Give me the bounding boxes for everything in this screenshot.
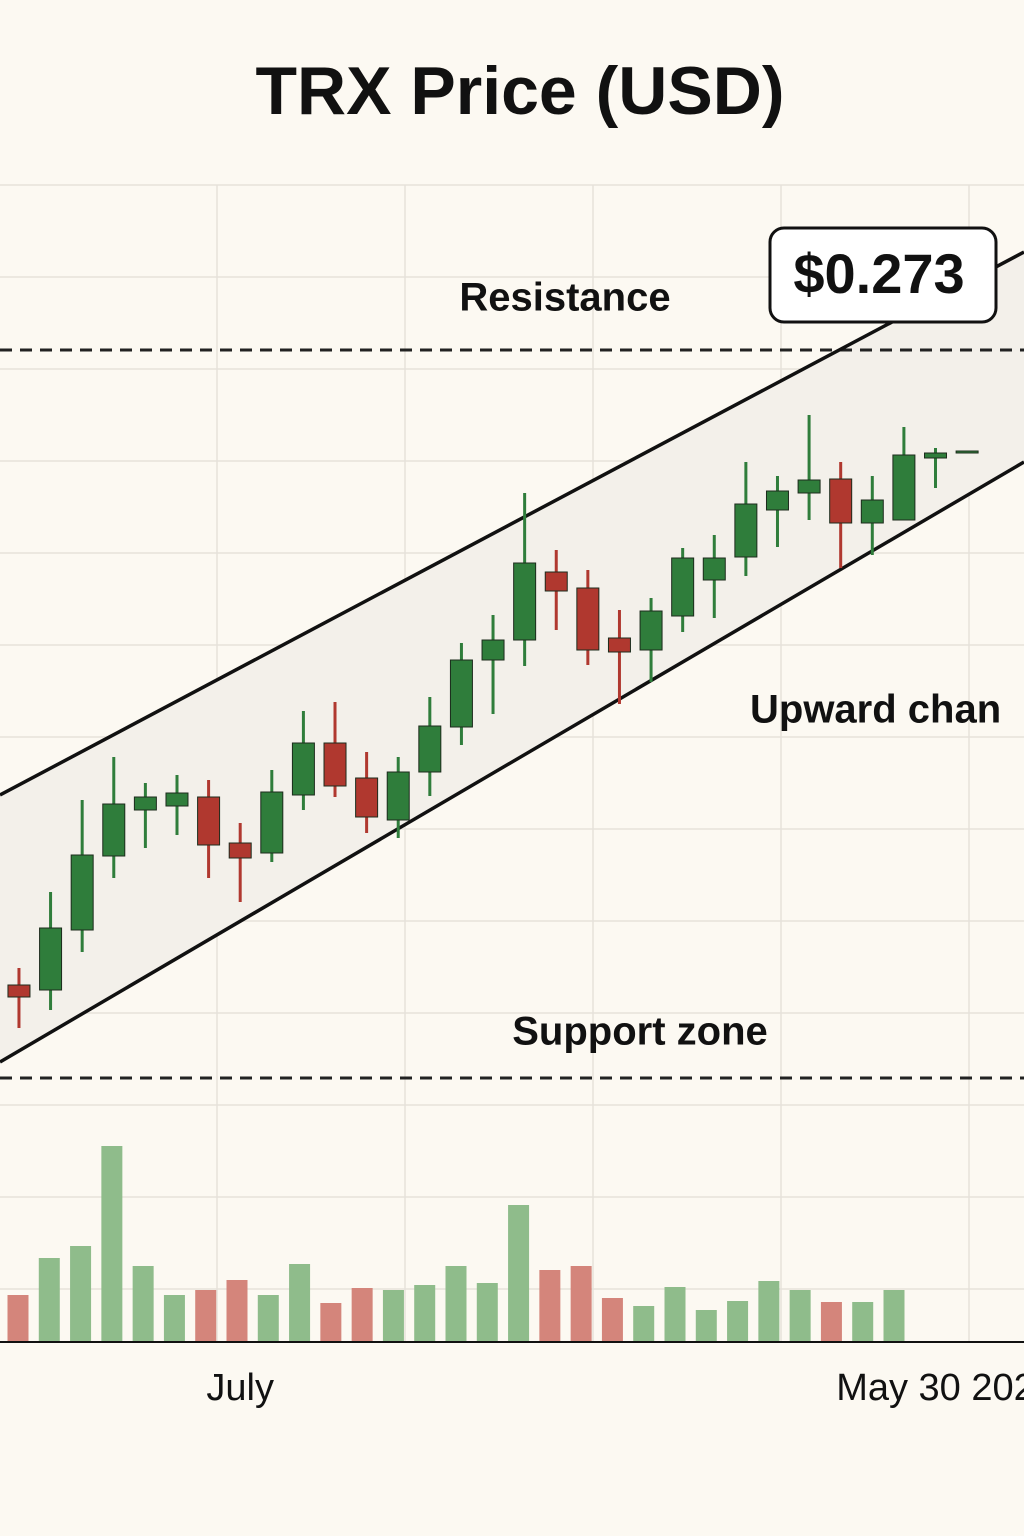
candle-body [355,777,379,818]
volume-bar [601,1298,623,1342]
candle-body [576,587,600,651]
candle-body [386,771,410,821]
candle-body [797,479,821,494]
candle-body [829,478,853,524]
volume-bar [476,1283,498,1342]
volume-bar [508,1205,530,1342]
volume-bar [664,1287,686,1342]
candle-body [892,454,916,521]
candle-body [418,725,442,773]
volume-bar [883,1290,905,1342]
volume-bar [320,1303,342,1342]
volume-bar [132,1266,154,1342]
volume-bar [101,1146,123,1342]
candle-body [197,796,221,846]
candle-body [924,452,948,459]
price-label-box [768,226,998,324]
candle-body [291,742,315,796]
candle-body [734,503,758,558]
candle-body [323,742,347,787]
candle-body [765,490,789,511]
volume-bar [789,1290,811,1342]
x-tick-label: July [206,1367,274,1409]
candle-body [70,854,94,931]
channel-label: Upward chan [750,688,1001,732]
volume-bar [257,1295,279,1342]
candle-body [639,610,663,651]
volume-bar [414,1285,436,1342]
volume-bar [695,1310,717,1342]
plot [0,250,1024,1343]
volume-bar [226,1280,248,1342]
candle-body [165,792,189,807]
chart-title: TRX Price (USD) [256,53,785,129]
candle-body [860,499,884,524]
volume-bar [758,1281,780,1342]
volume-bar [633,1306,655,1342]
price-label: $0.273 [793,242,964,305]
candle-body [513,562,537,641]
volume-bar [163,1295,185,1342]
volume-bar [70,1246,92,1342]
support-label: Support zone [512,1010,768,1054]
volume-bar [445,1266,467,1342]
channel-lower [0,460,1024,1064]
resistance-label: Resistance [459,276,670,320]
candle-body [133,796,157,811]
candle-body [671,557,695,617]
candle-body [7,984,31,998]
candle-body [607,637,631,653]
candle-body [449,659,473,728]
candle-body [955,450,979,454]
x-tick-label: May 30 202 [836,1367,1024,1409]
volume-bar [727,1301,749,1342]
volume-bar [382,1290,404,1342]
volume-bar [195,1290,217,1342]
candle-body [702,557,726,581]
channel-upper [0,250,1024,797]
candle-body [544,571,568,592]
candle-body [39,927,63,991]
channel-fill [0,252,1024,1062]
volume-bar [570,1266,592,1342]
volume-bar [539,1270,561,1342]
candle-body [481,639,505,661]
volume-bar [852,1302,874,1342]
volume-bar [289,1264,311,1342]
candle-body [102,803,126,857]
volume-bar [7,1295,29,1342]
volume-bar [38,1258,60,1342]
candle-body [228,842,252,859]
volume-bar [351,1288,373,1342]
candle-body [260,791,284,854]
volume-bar [820,1302,842,1342]
